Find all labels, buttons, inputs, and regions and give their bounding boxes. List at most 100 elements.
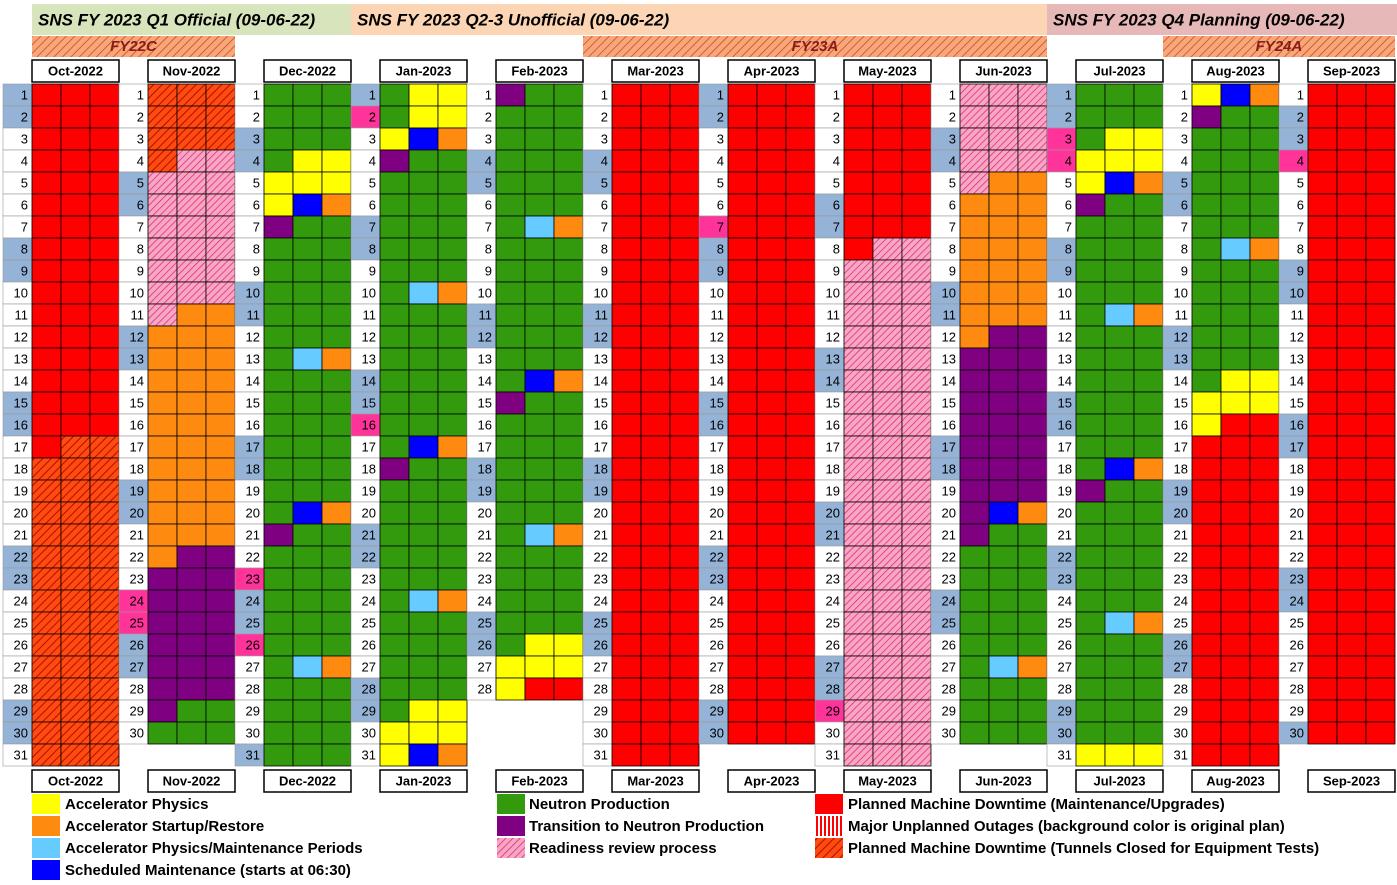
shift-cell — [1191, 435, 1222, 459]
shift-cell — [176, 149, 207, 173]
shift-cell — [959, 413, 990, 437]
legend-label: Planned Machine Downtime (Tunnels Closed… — [848, 840, 1319, 857]
shift-cell — [901, 479, 932, 503]
day-number: 15 — [1058, 395, 1072, 410]
shift-cell — [1191, 545, 1222, 569]
day-number: 15 — [594, 395, 608, 410]
shift-cell — [1307, 567, 1338, 591]
shift-cell — [843, 215, 874, 239]
shift-cell — [640, 237, 671, 261]
shift-cell — [263, 281, 294, 305]
shift-cell — [611, 303, 642, 327]
shift-cell — [872, 743, 903, 767]
shift-cell — [89, 589, 120, 613]
shift-cell — [292, 193, 323, 217]
shift-cell — [1191, 193, 1222, 217]
shift-cell — [1104, 611, 1135, 635]
day-number: 23 — [1174, 571, 1188, 586]
shift-cell — [872, 567, 903, 591]
shift-cell — [611, 105, 642, 129]
shift-cell — [669, 193, 700, 217]
shift-cell — [843, 523, 874, 547]
shift-cell — [1075, 501, 1106, 525]
shift-cell — [437, 149, 468, 173]
shift-cell — [1365, 149, 1396, 173]
shift-cell — [379, 413, 410, 437]
shift-cell — [147, 589, 178, 613]
shift-cell — [785, 413, 816, 437]
shift-cell — [843, 149, 874, 173]
shift-cell — [176, 193, 207, 217]
shift-cell — [611, 501, 642, 525]
day-number: 17 — [1174, 439, 1188, 454]
shift-cell — [727, 611, 758, 635]
legend-label: Neutron Production — [529, 796, 670, 813]
shift-cell — [959, 435, 990, 459]
shift-cell — [872, 479, 903, 503]
shift-cell — [495, 171, 526, 195]
day-number: 1 — [253, 87, 260, 102]
shift-cell — [147, 413, 178, 437]
month-header — [727, 769, 816, 793]
shift-cell — [727, 171, 758, 195]
shift-cell — [321, 259, 352, 283]
day-number: 31 — [14, 747, 28, 762]
shift-cell — [176, 105, 207, 129]
day-number: 24 — [1174, 593, 1188, 608]
shift-cell — [524, 171, 555, 195]
shift-cell — [959, 369, 990, 393]
shift-cell — [89, 633, 120, 657]
shift-cell — [959, 479, 990, 503]
day-number: 13 — [1290, 351, 1304, 366]
day-number: 1 — [369, 87, 376, 102]
shift-cell — [901, 303, 932, 327]
day-number: 4 — [949, 153, 956, 168]
shift-cell — [872, 83, 903, 107]
shift-cell — [321, 237, 352, 261]
shift-cell — [263, 589, 294, 613]
day-number: 6 — [369, 197, 376, 212]
shift-cell — [89, 325, 120, 349]
shift-cell — [901, 215, 932, 239]
shift-cell — [1133, 457, 1164, 481]
day-number: 23 — [14, 571, 28, 586]
shift-cell — [437, 523, 468, 547]
shift-cell — [553, 457, 584, 481]
legend-label: Readiness review process — [529, 840, 717, 857]
day-number: 14 — [362, 373, 376, 388]
day-number: 21 — [14, 527, 28, 542]
month-label: Apr-2023 — [744, 773, 800, 788]
month-label: Jul-2023 — [1093, 773, 1145, 788]
shift-cell — [60, 677, 91, 701]
month-header — [379, 59, 468, 83]
shift-cell — [437, 413, 468, 437]
day-number: 22 — [362, 549, 376, 564]
shift-cell — [263, 347, 294, 371]
shift-cell — [1075, 369, 1106, 393]
shift-cell — [408, 127, 439, 151]
day-number: 15 — [130, 395, 144, 410]
day-number: 3 — [21, 131, 28, 146]
day-number: 1 — [1181, 87, 1188, 102]
day-number: 27 — [362, 659, 376, 674]
day-number: 14 — [710, 373, 724, 388]
shift-cell — [379, 347, 410, 371]
shift-cell — [89, 479, 120, 503]
day-number: 11 — [827, 307, 841, 322]
shift-cell — [756, 435, 787, 459]
shift-cell — [60, 193, 91, 217]
day-number: 25 — [594, 615, 608, 630]
shift-cell — [408, 523, 439, 547]
shift-cell — [1336, 127, 1367, 151]
day-number: 6 — [1181, 197, 1188, 212]
shift-cell — [669, 127, 700, 151]
day-number: 27 — [1174, 659, 1188, 674]
shift-cell — [553, 589, 584, 613]
shift-cell — [205, 677, 236, 701]
day-number: 24 — [14, 593, 28, 608]
shift-cell — [1104, 127, 1135, 151]
shift-cell — [1104, 171, 1135, 195]
shift-cell — [292, 677, 323, 701]
shift-cell — [1133, 413, 1164, 437]
day-number: 16 — [1290, 417, 1304, 432]
